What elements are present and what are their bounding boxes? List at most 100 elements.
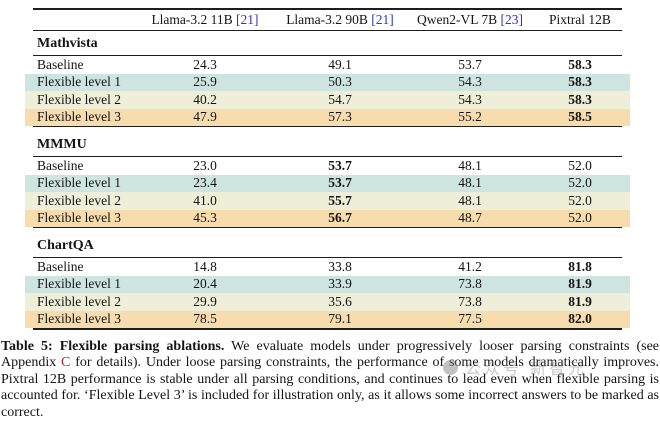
cell-value: 77.5 xyxy=(458,311,482,327)
table-caption: Table 5: Flexible parsing ablations. We … xyxy=(0,339,660,421)
cell-value: 29.9 xyxy=(193,293,217,309)
cell-value: 48.1 xyxy=(458,175,482,191)
table-row: Baseline 23.0 53.7 48.1 52.0 xyxy=(25,157,630,175)
table-row: Flexible level 3 47.9 57.3 55.2 58.5 xyxy=(25,108,630,126)
cell-value: 53.7 xyxy=(328,175,352,191)
cell-value: 54.3 xyxy=(458,74,482,90)
cell-value: 73.8 xyxy=(458,276,482,292)
table-row: Flexible level 1 25.9 50.3 54.3 58.3 xyxy=(25,73,630,91)
cell-value: 14.8 xyxy=(193,258,217,274)
table-rule xyxy=(33,55,622,56)
row-label: Flexible level 1 xyxy=(37,175,121,191)
table-rule xyxy=(33,126,622,127)
cell-value: 58.5 xyxy=(568,109,592,125)
cell-value: 55.2 xyxy=(458,109,482,125)
cell-value: 41.0 xyxy=(193,192,217,208)
cell-value: 48.1 xyxy=(458,157,482,173)
cell-value: 81.9 xyxy=(568,276,592,292)
row-label: Flexible level 3 xyxy=(37,210,121,226)
cell-value: 58.3 xyxy=(568,74,592,90)
model-name: Qwen2-VL 7B xyxy=(417,12,498,27)
table-top-rule xyxy=(33,8,622,10)
cell-value: 53.7 xyxy=(458,56,482,72)
citation-link[interactable]: [21] xyxy=(236,12,259,27)
cell-value: 54.3 xyxy=(458,91,482,107)
row-label: Flexible level 2 xyxy=(37,293,121,309)
header-pixtral: Pixtral 12B xyxy=(530,12,630,28)
table-row: Baseline 24.3 49.1 53.7 58.3 xyxy=(25,56,630,74)
cell-value: 52.0 xyxy=(568,192,592,208)
cell-value: 82.0 xyxy=(568,311,592,327)
citation-link[interactable]: [21] xyxy=(371,12,394,27)
cell-value: 20.4 xyxy=(193,276,217,292)
cell-value: 73.8 xyxy=(458,293,482,309)
cell-value: 54.7 xyxy=(328,91,352,107)
cell-value: 40.2 xyxy=(193,91,217,107)
cell-value: 55.7 xyxy=(328,192,352,208)
cell-value: 45.3 xyxy=(193,210,217,226)
row-label: Flexible level 2 xyxy=(37,192,121,208)
cell-value: 41.2 xyxy=(458,258,482,274)
table-row: Flexible level 2 40.2 54.7 54.3 58.3 xyxy=(25,91,630,109)
cell-value: 23.4 xyxy=(193,175,217,191)
cell-value: 52.0 xyxy=(568,157,592,173)
row-label: Baseline xyxy=(37,157,84,173)
cell-value: 81.9 xyxy=(568,293,592,309)
table-row: Flexible level 2 41.0 55.7 48.1 52.0 xyxy=(25,192,630,210)
table-header-row: Llama-3.2 11B [21] Llama-3.2 90B [21] Qw… xyxy=(25,10,630,30)
cell-value: 58.3 xyxy=(568,56,592,72)
cell-value: 79.1 xyxy=(328,311,352,327)
cell-value: 48.7 xyxy=(458,210,482,226)
cell-value: 23.0 xyxy=(193,157,217,173)
results-table: Llama-3.2 11B [21] Llama-3.2 90B [21] Qw… xyxy=(25,8,630,330)
cell-value: 57.3 xyxy=(328,109,352,125)
row-label: Baseline xyxy=(37,56,84,72)
cell-value: 53.7 xyxy=(328,157,352,173)
caption-text: for details). Under loose parsing constr… xyxy=(1,355,659,420)
table-row: Flexible level 3 78.5 79.1 77.5 82.0 xyxy=(25,310,630,328)
cell-value: 48.1 xyxy=(458,192,482,208)
section-header-chartqa: ChartQA xyxy=(37,238,94,253)
cell-value: 78.5 xyxy=(193,311,217,327)
model-name: Pixtral 12B xyxy=(549,12,611,27)
cell-value: 49.1 xyxy=(328,56,352,72)
row-label: Flexible level 2 xyxy=(37,91,121,107)
table-row: Flexible level 3 45.3 56.7 48.7 52.0 xyxy=(25,209,630,227)
section-header-mathvista: Mathvista xyxy=(37,36,98,51)
cell-value: 33.8 xyxy=(328,258,352,274)
table-row: Flexible level 1 20.4 33.9 73.8 81.9 xyxy=(25,275,630,293)
table-row: Flexible level 1 23.4 53.7 48.1 52.0 xyxy=(25,174,630,192)
table-rule xyxy=(33,30,622,31)
section-header-mmmu: MMMU xyxy=(37,137,87,152)
table-rule xyxy=(33,227,622,228)
table-row: Baseline 14.8 33.8 41.2 81.8 xyxy=(25,258,630,276)
citation-link[interactable]: [23] xyxy=(500,12,524,27)
table-rule xyxy=(33,156,622,157)
appendix-c-link[interactable]: C xyxy=(61,355,71,371)
cell-value: 35.6 xyxy=(328,293,352,309)
row-label: Flexible level 1 xyxy=(37,276,121,292)
row-label: Flexible level 3 xyxy=(37,109,121,125)
table-rule xyxy=(33,257,622,258)
cell-value: 33.9 xyxy=(328,276,352,292)
row-label: Baseline xyxy=(37,258,84,274)
row-label: Flexible level 3 xyxy=(37,311,121,327)
row-label: Flexible level 1 xyxy=(37,74,121,90)
cell-value: 52.0 xyxy=(568,210,592,226)
cell-value: 24.3 xyxy=(193,56,217,72)
model-name: Llama-3.2 90B xyxy=(286,12,368,27)
caption-text: We evaluate models under progressively l… xyxy=(1,339,659,371)
caption-title: Table 5: Flexible parsing ablations. xyxy=(1,339,225,354)
cell-value: 52.0 xyxy=(568,175,592,191)
cell-value: 81.8 xyxy=(568,258,592,274)
cell-value: 56.7 xyxy=(328,210,352,226)
cell-value: 25.9 xyxy=(193,74,217,90)
model-name: Llama-3.2 11B xyxy=(151,12,233,27)
cell-value: 50.3 xyxy=(328,74,352,90)
table-bottom-rule xyxy=(33,328,622,330)
header-qwen2-vl: Qwen2-VL 7B [23] xyxy=(410,12,530,28)
cell-value: 47.9 xyxy=(193,109,217,125)
table-row: Flexible level 2 29.9 35.6 73.8 81.9 xyxy=(25,293,630,311)
cell-value: 58.3 xyxy=(568,91,592,107)
header-llama-90b: Llama-3.2 90B [21] xyxy=(270,12,410,28)
